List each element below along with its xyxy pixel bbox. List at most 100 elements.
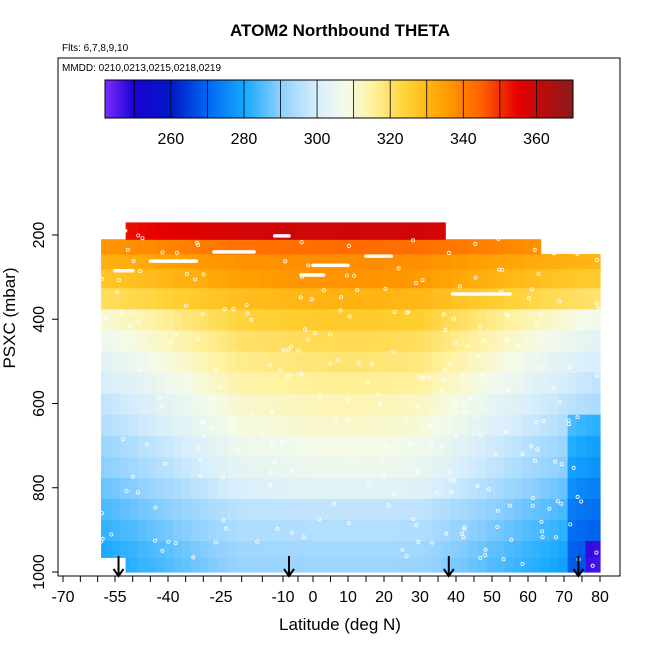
measurement-point	[416, 539, 421, 544]
heatmap-cell	[405, 329, 416, 352]
heatmap-cell	[423, 350, 434, 373]
heatmap-cell	[414, 456, 425, 478]
heatmap-cell	[369, 268, 380, 289]
heatmap-cell	[459, 519, 470, 541]
heatmap-cell	[208, 350, 218, 373]
heatmap-cell	[120, 540, 130, 558]
heatmap-cell	[227, 308, 239, 331]
measurement-point	[509, 537, 514, 542]
heatmap-cell	[549, 498, 560, 520]
heatmap-cell	[278, 308, 289, 331]
heatmap-cell	[585, 308, 594, 331]
measurement-point	[138, 268, 143, 273]
heatmap-cell	[592, 519, 601, 541]
measurement-point	[483, 547, 488, 552]
heatmap-cell	[155, 350, 165, 373]
heatmap-cell	[247, 498, 259, 520]
measurement-point	[306, 263, 311, 268]
heatmap-cell	[182, 393, 192, 415]
heatmap-cell	[378, 540, 389, 558]
heatmap-cell	[405, 414, 416, 436]
heatmap-cell	[316, 287, 326, 310]
measurement-point	[173, 332, 178, 337]
heatmap-cell	[278, 498, 289, 520]
heatmap-cell	[129, 477, 139, 499]
heatmap-cell	[316, 329, 326, 352]
measurement-point	[559, 501, 564, 506]
heatmap-cell	[396, 393, 407, 415]
heatmap-cell	[217, 519, 228, 541]
heatmap-cell	[369, 456, 380, 478]
heatmap-cell	[104, 308, 113, 331]
heatmap-cell	[334, 456, 344, 478]
measurement-point	[486, 487, 491, 492]
heatmap-cell	[504, 498, 515, 520]
measurement-point	[594, 550, 599, 555]
heatmap-cell	[164, 239, 174, 255]
heatmap-cell	[316, 435, 326, 457]
heatmap-cell	[567, 268, 578, 289]
measurement-point	[557, 399, 562, 404]
measurement-point	[209, 426, 214, 431]
measurement-point	[495, 525, 500, 530]
heatmap-cell	[164, 329, 174, 352]
heatmap-cell	[423, 498, 434, 520]
heatmap-cell	[378, 222, 389, 240]
measurement-point	[516, 343, 521, 348]
heatmap-cell	[592, 287, 601, 310]
measurement-point	[496, 236, 501, 241]
measurement-point	[577, 241, 582, 246]
measurement-point	[434, 490, 439, 495]
heatmap-cell	[342, 456, 353, 478]
heatmap-cell	[316, 519, 326, 541]
y-tick-label: 200	[31, 222, 48, 249]
heatmap-cell	[351, 268, 362, 289]
colorbar-tick-label: 360	[523, 131, 550, 148]
heatmap-cell	[369, 498, 380, 520]
measurement-point	[312, 331, 317, 336]
heatmap-cell	[540, 350, 551, 373]
heatmap-cell	[287, 287, 296, 310]
heatmap-cell	[360, 268, 371, 289]
heatmap-cell	[378, 498, 389, 520]
heatmap-cell	[558, 557, 569, 573]
heatmap-cell	[173, 414, 183, 436]
measurement-points	[99, 233, 601, 568]
heatmap-cell	[191, 498, 201, 520]
heatmap-cell	[576, 371, 587, 394]
heatmap-cell	[227, 287, 239, 310]
heatmap-cell	[486, 329, 497, 352]
heatmap-cell	[486, 498, 497, 520]
heatmap-cell	[567, 350, 578, 373]
measurement-point	[404, 554, 409, 559]
measurement-point	[327, 332, 332, 337]
measurement-point	[540, 535, 545, 540]
heatmap-cell	[414, 540, 425, 558]
heatmap-cell	[111, 540, 121, 558]
heatmap-cell	[182, 268, 192, 289]
heatmap-cell	[191, 268, 201, 289]
heatmap-cell	[125, 222, 130, 240]
heatmap-cell	[316, 414, 326, 436]
heatmap-cell	[369, 222, 380, 240]
measurement-point	[303, 327, 308, 332]
heatmap-cell	[513, 456, 524, 478]
measurement-point	[493, 452, 498, 457]
heatmap-cell	[155, 287, 165, 310]
heatmap-cell	[522, 371, 533, 394]
heatmap-cell	[325, 308, 335, 331]
heatmap-cell	[360, 477, 371, 499]
heatmap-cell	[558, 414, 569, 436]
heatmap-cell	[432, 414, 443, 436]
heatmap-cell	[302, 477, 311, 499]
heatmap-cell	[576, 350, 587, 373]
heatmap-cell	[217, 540, 228, 558]
heatmap-cell	[138, 540, 148, 558]
measurement-point	[218, 384, 223, 389]
heatmap-cell	[310, 393, 318, 415]
measurement-point	[280, 439, 285, 444]
measurement-point	[249, 317, 254, 322]
heatmap-cell	[111, 519, 121, 541]
heatmap-cell	[531, 477, 542, 499]
measurement-point	[449, 477, 454, 482]
